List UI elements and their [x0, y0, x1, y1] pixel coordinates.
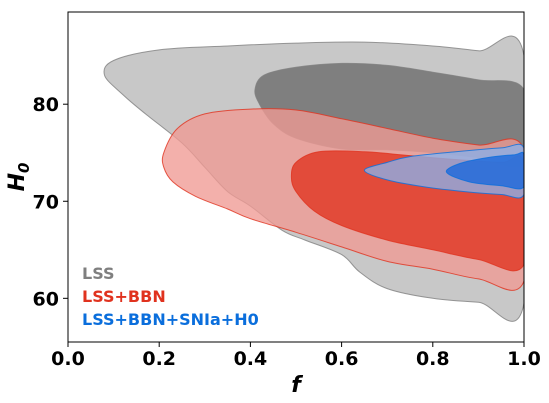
legend-item-lss-bbn: LSS+BBN [82, 287, 166, 306]
x-tick-label: 0.0 [51, 348, 85, 370]
x-tick-label: 1.0 [507, 348, 541, 370]
legend-item-lss-bbn-snia-h0: LSS+BBN+SNIa+H0 [82, 310, 259, 329]
y-axis-label-subscript: 0 [15, 163, 33, 173]
x-tick-label: 0.2 [142, 348, 176, 370]
tick-layer: 0.0 0.2 0.4 0.6 0.8 1.0 60 70 80 [33, 94, 541, 370]
y-tick-label: 60 [33, 288, 59, 310]
x-axis-label: f [291, 373, 303, 398]
y-tick-label: 80 [33, 94, 59, 116]
x-tick-label: 0.4 [234, 348, 268, 370]
x-tick-label: 0.6 [325, 348, 359, 370]
y-axis-label-main: H [5, 173, 30, 191]
y-tick-label: 70 [33, 191, 59, 213]
legend-item-lss: LSS [82, 264, 115, 283]
contour-lss-bbn-snia-h0-inner [445, 151, 524, 190]
contour-layer [103, 35, 524, 322]
y-axis-label: H0 [5, 163, 33, 192]
x-tick-label: 0.8 [416, 348, 450, 370]
legend: LSS LSS+BBN LSS+BBN+SNIa+H0 [82, 264, 259, 329]
plot-frame [67, 11, 525, 343]
